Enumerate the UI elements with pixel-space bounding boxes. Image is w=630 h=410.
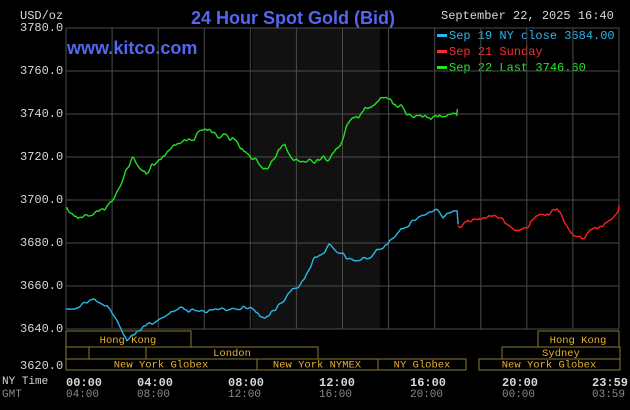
svg-text:London: London xyxy=(213,348,251,360)
svg-text:Sydney: Sydney xyxy=(542,348,580,360)
svg-text:Hong Kong: Hong Kong xyxy=(100,335,157,347)
svg-text:New York Globex: New York Globex xyxy=(502,360,597,372)
svg-text:New York NYMEX: New York NYMEX xyxy=(273,360,362,372)
svg-text:Hong Kong: Hong Kong xyxy=(550,335,607,347)
svg-text:New York Globex: New York Globex xyxy=(114,360,209,372)
svg-text:NY Globex: NY Globex xyxy=(394,360,451,372)
